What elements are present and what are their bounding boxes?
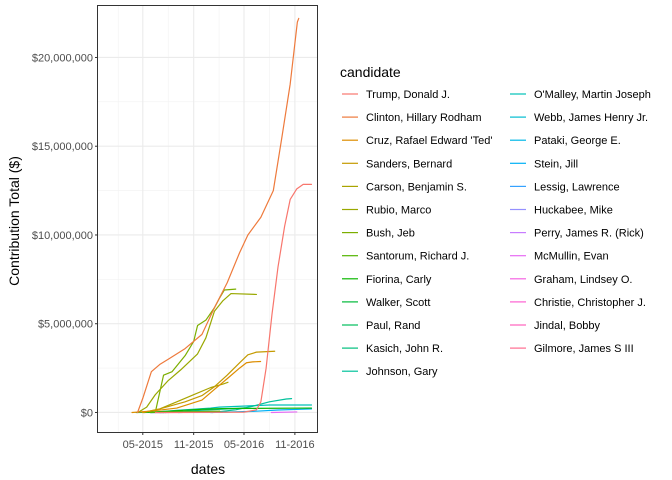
- series-line-rubio-marco: [137, 292, 258, 414]
- legend-label-huckabee-mike: Huckabee, Mike: [534, 205, 613, 217]
- grid-major: [98, 6, 317, 432]
- series-line-clinton-hillary-rodham: [136, 17, 300, 414]
- legend-label-johnson-gary: Johnson, Gary: [366, 366, 438, 378]
- legend-label-sanders-bernard: Sanders, Bernard: [366, 158, 452, 170]
- legend-label-kasich-john-r: Kasich, John R.: [366, 343, 443, 355]
- legend-label-cruz-rafael-edward-ted: Cruz, Rafael Edward 'Ted': [366, 135, 492, 147]
- legend-label-clinton-hillary-rodham: Clinton, Hillary Rodham: [366, 112, 482, 124]
- series-layer: [131, 17, 313, 414]
- legend-label-lessig-lawrence: Lessig, Lawrence: [534, 181, 620, 193]
- legend-label-fiorina-carly: Fiorina, Carly: [366, 274, 432, 286]
- y-tick-label: $0: [81, 407, 93, 419]
- series-line-sanders-bernard: [141, 350, 276, 414]
- x-axis-ticks: 05-2015 11-2015 05-2016 11-2016: [123, 432, 315, 451]
- series-line-johnson-gary: [211, 398, 293, 414]
- y-tick-label: $20,000,000: [32, 52, 93, 64]
- grid-minor: [98, 6, 317, 432]
- x-tick-label: 11-2015: [174, 439, 214, 451]
- legend-label-christie-christopher-j: Christie, Christopher J.: [534, 297, 646, 309]
- legend-label-gilmore-james-s-iii: Gilmore, James S III: [534, 343, 634, 355]
- legend-title: candidate: [340, 64, 401, 80]
- y-tick-label: $15,000,000: [32, 141, 93, 153]
- series-line-mcmullin-evan: [270, 411, 298, 414]
- legend-label-stein-jill: Stein, Jill: [534, 158, 578, 170]
- y-tick-label: $10,000,000: [32, 230, 93, 242]
- legend-label-mcmullin-evan: McMullin, Evan: [534, 251, 609, 263]
- series-line-cruz-rafael-edward-ted: [131, 360, 262, 414]
- panel-border: [97, 5, 318, 433]
- legend-label-perry-james-r-rick: Perry, James R. (Rick): [534, 228, 644, 240]
- legend-label-walker-scott: Walker, Scott: [366, 297, 430, 309]
- legend-label-carson-benjamin-s: Carson, Benjamin S.: [366, 181, 467, 193]
- x-axis-label: dates: [191, 461, 225, 477]
- legend: candidate Trump, Donald J. Clinton, Hilla…: [340, 64, 651, 378]
- y-axis-label: Contribution Total ($): [6, 156, 22, 286]
- legend-label-graham-lindsey-o: Graham, Lindsey O.: [534, 274, 632, 286]
- legend-entries: Trump, Donald J. Clinton, Hillary Rodham C…: [342, 89, 651, 378]
- legend-label-rubio-marco: Rubio, Marco: [366, 205, 431, 217]
- legend-label-o-malley-martin-joseph: O'Malley, Martin Joseph: [534, 89, 651, 101]
- legend-label-santorum-richard-j: Santorum, Richard J.: [366, 251, 469, 263]
- legend-label-jindal-bobby: Jindal, Bobby: [534, 320, 601, 332]
- legend-label-webb-james-henry-jr: Webb, James Henry Jr.: [534, 112, 648, 124]
- series-line-trump-donald-j: [154, 183, 313, 414]
- legend-label-bush-jeb: Bush, Jeb: [366, 228, 415, 240]
- legend-label-trump-donald-j: Trump, Donald J.: [366, 89, 450, 101]
- y-axis-ticks: $0 $5,000,000 $10,000,000 $15,000,000 $20,00…: [32, 52, 98, 419]
- x-tick-label: 11-2016: [275, 439, 315, 451]
- x-tick-label: 05-2016: [224, 439, 264, 451]
- legend-label-pataki-george-e: Pataki, George E.: [534, 135, 621, 147]
- legend-label-paul-rand: Paul, Rand: [366, 320, 420, 332]
- y-tick-label: $5,000,000: [38, 319, 93, 331]
- x-tick-label: 05-2015: [123, 439, 163, 451]
- series-line-fiorina-carly: [143, 407, 313, 414]
